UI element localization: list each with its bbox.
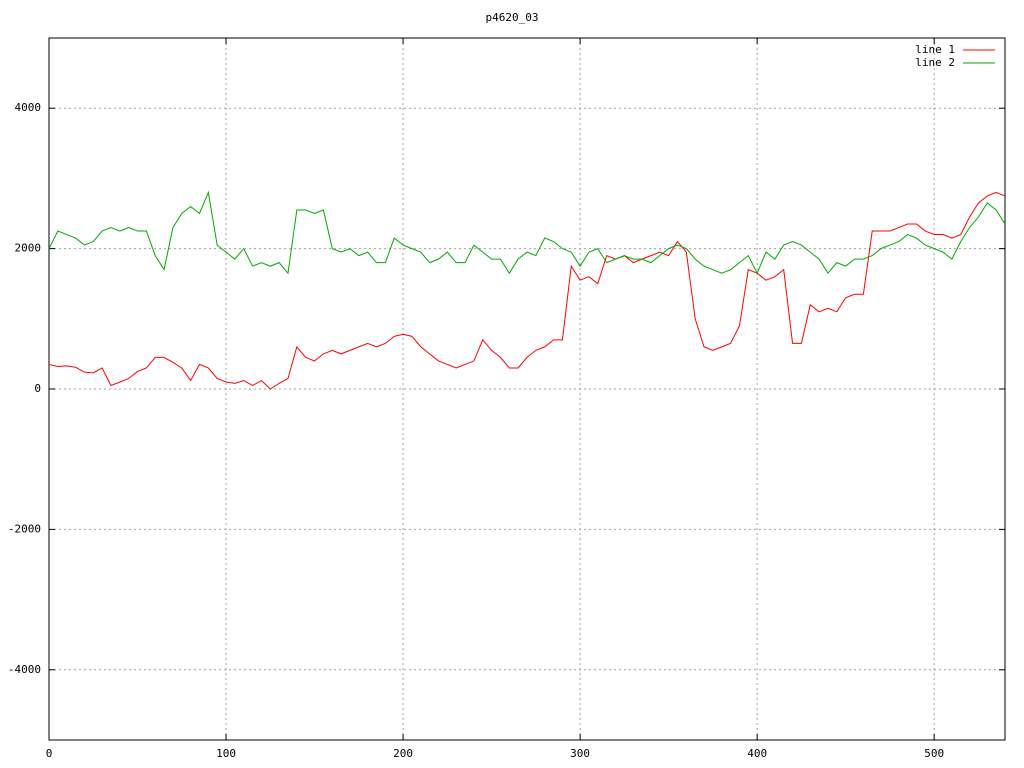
- series-line: [48, 190, 1006, 275]
- y-tick-label: -4000: [8, 663, 41, 676]
- plot-frame: [48, 37, 1006, 741]
- chart-title: p4620_03: [486, 11, 539, 24]
- legend-label: line 2: [915, 56, 955, 69]
- x-tick-label: 200: [393, 747, 413, 760]
- y-tick-label: 2000: [15, 242, 42, 255]
- legend-label: line 1: [915, 43, 955, 56]
- x-tick-label: 500: [924, 747, 944, 760]
- series-line: [48, 191, 1006, 390]
- y-tick-label: 0: [34, 382, 41, 395]
- y-tick-label: -2000: [8, 522, 41, 535]
- y-tick-label: 4000: [15, 101, 42, 114]
- x-tick-label: 0: [46, 747, 53, 760]
- x-tick-label: 400: [747, 747, 767, 760]
- x-tick-label: 300: [570, 747, 590, 760]
- x-tick-label: 100: [216, 747, 236, 760]
